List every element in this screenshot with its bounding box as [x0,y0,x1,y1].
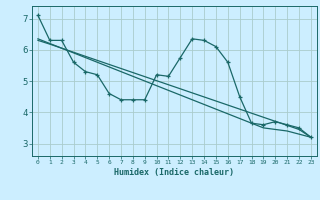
X-axis label: Humidex (Indice chaleur): Humidex (Indice chaleur) [115,168,234,177]
